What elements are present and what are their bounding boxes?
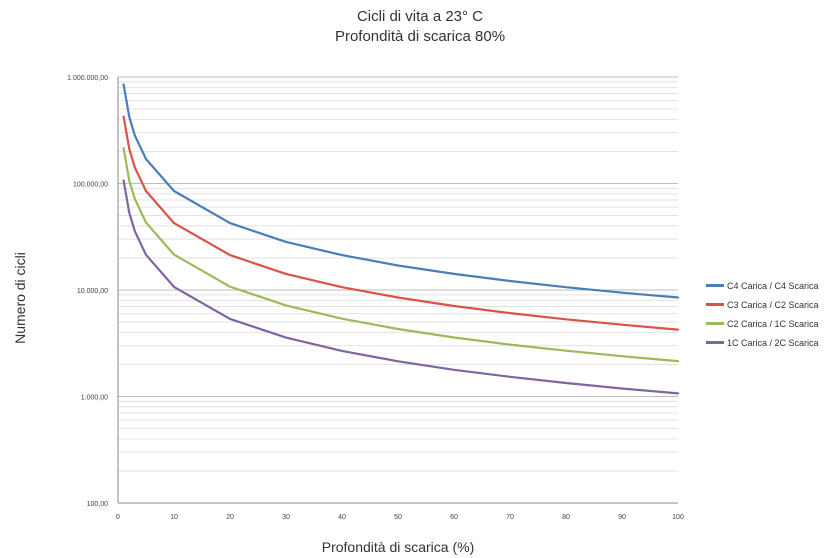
legend-item: C4 Carica / C4 Scarica <box>706 276 819 295</box>
legend-swatch <box>706 284 724 287</box>
chart-subtitle: Profondità di scarica 80% <box>334 28 506 45</box>
x-tick-label: 30 <box>282 514 290 521</box>
x-tick-label: 80 <box>562 514 570 521</box>
legend-item: 1C Carica / 2C Scarica <box>706 333 819 352</box>
legend: C4 Carica / C4 Scarica C3 Carica / C2 Sc… <box>706 276 819 352</box>
y-axis-label: Numero di cicli <box>12 252 28 344</box>
legend-swatch <box>706 303 724 306</box>
chart-title: Cicli di vita a 23° C <box>356 8 484 25</box>
x-tick-label: 40 <box>338 514 346 521</box>
legend-swatch <box>706 341 724 344</box>
x-tick-label: 0 <box>116 514 120 521</box>
y-tick-label: 10.000,00 <box>77 288 108 295</box>
series-line-1 <box>122 83 680 299</box>
y-tick-label: 1.000.000,00 <box>67 75 108 82</box>
legend-label: C3 Carica / C2 Scarica <box>727 299 819 310</box>
x-tick-label: 10 <box>170 514 178 521</box>
x-axis-label: Profondità di scarica (%) <box>321 539 475 555</box>
legend-label: 1C Carica / 2C Scarica <box>727 337 819 348</box>
legend-item: C2 Carica / 1C Scarica <box>706 314 819 333</box>
x-tick-label: 60 <box>450 514 458 521</box>
series-line-4 <box>122 179 680 395</box>
y-tick-label: 1.000,00 <box>81 395 108 402</box>
x-tick-label: 90 <box>618 514 626 521</box>
series-line-3 <box>122 147 680 363</box>
legend-label: C2 Carica / 1C Scarica <box>727 318 819 329</box>
series-line-2 <box>122 115 680 331</box>
y-tick-label: 100.000,00 <box>73 182 108 189</box>
x-tick-label: 50 <box>394 514 402 521</box>
x-tick-label: 100 <box>672 514 684 521</box>
legend-label: C4 Carica / C4 Scarica <box>727 280 819 291</box>
legend-swatch <box>706 322 724 325</box>
x-tick-label: 70 <box>506 514 514 521</box>
x-tick-label: 20 <box>226 514 234 521</box>
legend-item: C3 Carica / C2 Scarica <box>706 295 819 314</box>
y-tick-label: 100,00 <box>87 501 109 508</box>
